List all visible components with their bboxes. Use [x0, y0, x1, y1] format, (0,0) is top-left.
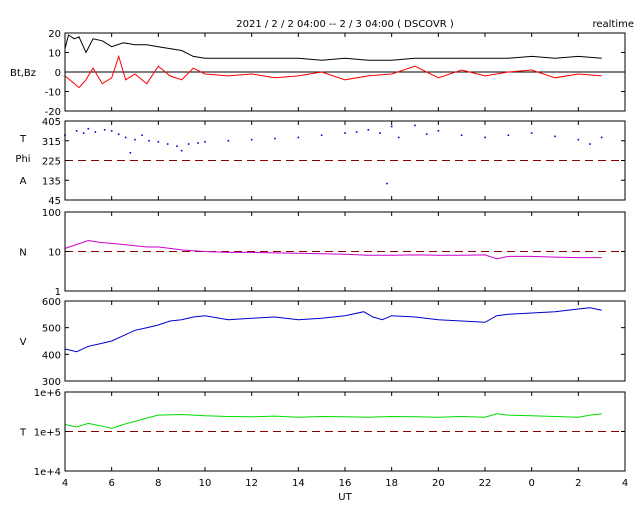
data-point — [344, 132, 346, 134]
panel-magnetic-field: 20 10 0 -10 -20 Bt,Bz — [10, 29, 626, 118]
data-point — [124, 136, 127, 139]
y-tick-label: 20 — [48, 29, 61, 40]
y-tick-label: 225 — [42, 157, 61, 168]
data-point — [589, 143, 591, 145]
data-point — [197, 142, 199, 144]
panel-field-angle: 405 315 225 135 45 T Phi A — [15, 117, 626, 207]
y-tick-label: 405 — [42, 117, 61, 128]
y-tick-label: 315 — [42, 137, 61, 148]
data-point — [355, 131, 358, 133]
y-tick-label: 45 — [48, 196, 61, 207]
data-point — [386, 182, 388, 185]
x-tick-label: 22 — [479, 478, 492, 489]
panel-temperature: 1e+6 1e+5 1e+4 T — [19, 388, 626, 478]
data-point — [507, 134, 510, 137]
data-point — [157, 141, 160, 143]
data-point — [397, 136, 400, 139]
y-tick-label: -20 — [45, 107, 61, 118]
series-line — [64, 34, 602, 61]
y-tick-label: 0 — [55, 68, 61, 79]
y-tick-label: 100 — [42, 208, 61, 219]
x-tick-label: 4 — [62, 478, 68, 489]
data-point — [554, 135, 556, 138]
y-axis-label: T — [19, 134, 27, 145]
data-point — [129, 152, 132, 154]
y-tick-label: 400 — [42, 350, 61, 361]
data-point — [577, 138, 580, 141]
data-point — [320, 134, 323, 137]
data-point — [94, 131, 97, 133]
y-axis-label: Phi — [15, 154, 30, 165]
data-point — [204, 141, 206, 143]
x-tick-label: 6 — [108, 478, 114, 489]
y-tick-label: 1 — [55, 287, 61, 298]
data-point — [110, 130, 113, 132]
x-tick-label: 8 — [155, 478, 161, 489]
x-tick-label: 14 — [292, 478, 305, 489]
series-line — [64, 413, 602, 429]
x-tick-label: 18 — [385, 478, 398, 489]
data-point — [176, 145, 178, 148]
y-axis-label: T — [19, 428, 27, 439]
realtime-badge: realtime — [592, 19, 634, 30]
data-point — [367, 128, 370, 131]
y-tick-label: -10 — [45, 88, 61, 99]
x-tick-label: 16 — [339, 478, 352, 489]
y-axis-label: V — [20, 337, 27, 348]
panel-density: 100 10 1 N — [19, 208, 626, 298]
series-line — [64, 54, 602, 89]
data-point — [297, 136, 300, 139]
data-point — [437, 130, 440, 132]
x-tick-label: 20 — [432, 478, 445, 489]
y-axis-label: A — [20, 176, 27, 187]
x-tick-label: 12 — [245, 478, 258, 489]
data-point — [530, 132, 533, 134]
y-tick-label: 1e+4 — [34, 467, 61, 478]
data-point — [117, 133, 120, 135]
chart-title: 2021 / 2 / 2 04:00 -- 2 / 3 04:00 ( DSCO… — [236, 19, 454, 30]
data-point — [180, 149, 183, 152]
data-point — [274, 137, 276, 140]
x-tick-label: 0 — [528, 478, 534, 489]
data-point — [484, 136, 486, 139]
y-tick-label: 10 — [48, 248, 61, 259]
y-tick-label: 10 — [48, 49, 61, 60]
panels-group: 20100-10-20Bt,Bz40531522513545TPhiA10010… — [10, 29, 626, 478]
data-point — [82, 132, 85, 134]
data-point — [103, 128, 106, 131]
y-tick-label: 135 — [42, 176, 61, 187]
data-point — [148, 139, 150, 142]
data-point — [600, 136, 603, 139]
panel-speed: 600 500 400 300 V — [20, 297, 626, 388]
x-tick-label: 10 — [199, 478, 212, 489]
x-tick-label: 2 — [575, 478, 581, 489]
data-point — [166, 143, 169, 145]
series-line — [64, 307, 602, 353]
y-axis-label: Bt,Bz — [10, 68, 36, 79]
data-point — [460, 134, 463, 137]
x-axis-label: UT — [338, 492, 352, 503]
data-point — [379, 132, 381, 134]
y-tick-label: 1e+5 — [34, 428, 61, 439]
data-point — [227, 139, 230, 142]
panel-frame — [64, 300, 626, 382]
data-point — [425, 133, 428, 135]
y-tick-label: 1e+6 — [34, 388, 61, 399]
data-point — [87, 127, 90, 130]
data-point — [390, 125, 393, 128]
series-line — [64, 239, 602, 260]
data-point — [250, 138, 253, 141]
x-tick-label: 4 — [622, 478, 628, 489]
y-axis-label: N — [19, 248, 26, 259]
data-point — [75, 130, 78, 132]
data-point — [187, 143, 190, 145]
data-point — [414, 124, 416, 127]
y-tick-label: 600 — [42, 297, 61, 308]
x-axis: 4 6 8 10 12 14 16 18 20 22 0 2 4 — [62, 478, 628, 489]
y-tick-label: 500 — [42, 324, 61, 335]
data-point — [134, 138, 136, 141]
y-tick-label: 300 — [42, 377, 61, 388]
data-point — [141, 134, 143, 137]
